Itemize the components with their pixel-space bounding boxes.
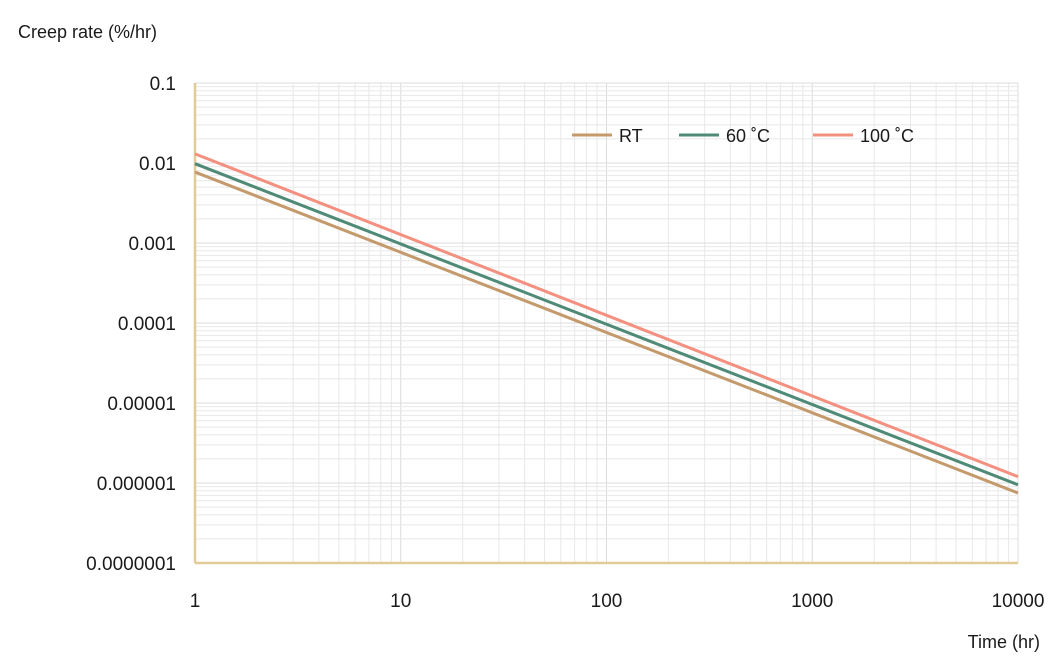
y-tick-label: 0.001 [128,234,176,255]
series-line [194,162,1019,487]
legend: RT 60 ˚C 100 ˚C [572,126,914,146]
series-line [194,170,1019,495]
axes [193,83,1018,565]
y-tick-label: 0.0001 [118,314,176,335]
y-tick-label: 0.01 [139,154,176,175]
x-tick-label: 1000 [791,591,833,612]
x-tick-label: 100 [591,591,623,612]
legend-label: 100 ˚C [860,126,914,146]
legend-label: 60 ˚C [726,126,770,146]
y-tick-label: 0.00001 [107,394,176,415]
grid [194,82,1019,564]
y-tick-label: 0.000001 [97,474,176,495]
legend-label: RT [619,126,643,146]
tick-labels: 1 10 100 1000 10000 0.0000001 0.000001 0.00001 0… [86,74,1044,612]
series-lines [194,152,1019,495]
y-tick-label: 0.0000001 [86,554,176,575]
y-axis-title: Creep rate (%/hr) [18,22,157,42]
x-tick-label: 1 [190,591,201,612]
x-axis-title: Time (hr) [968,632,1040,652]
x-tick-label: 10 [390,591,411,612]
x-tick-label: 10000 [992,591,1045,612]
series-line [194,152,1019,479]
y-tick-label: 0.1 [150,74,176,95]
